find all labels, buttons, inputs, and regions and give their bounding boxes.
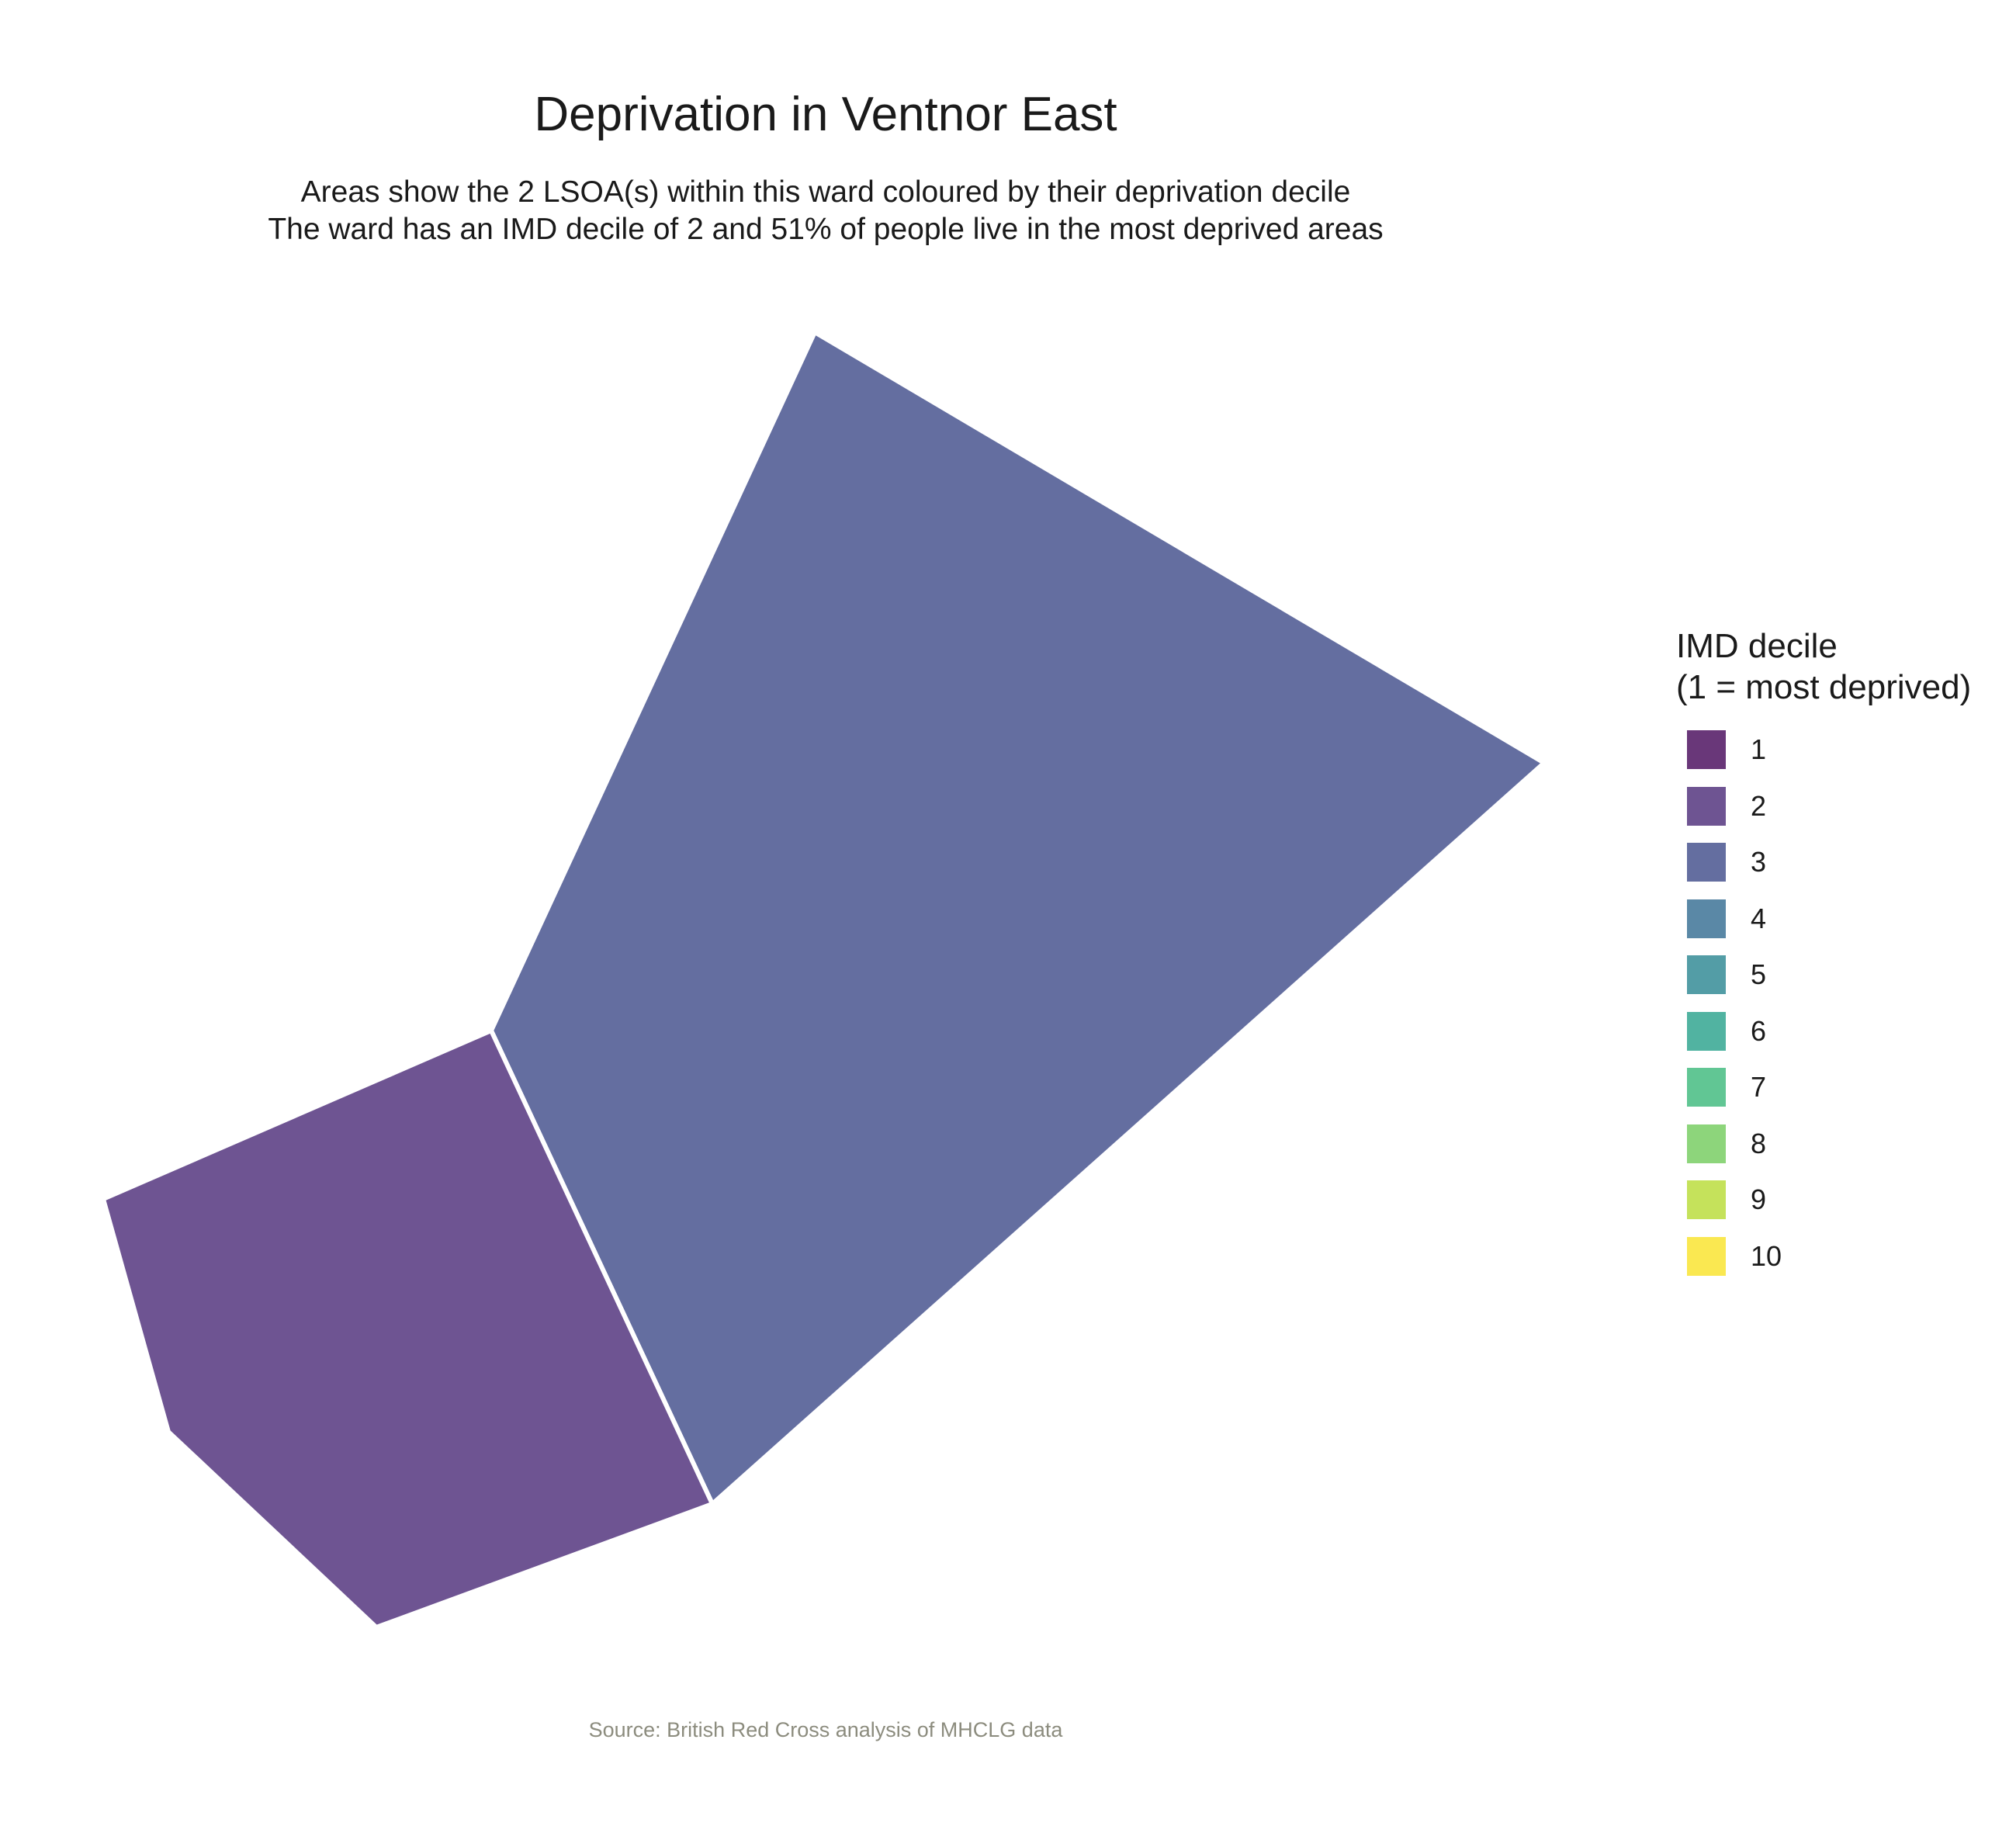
- legend-label: 9: [1751, 1183, 1767, 1215]
- legend-swatch: [1687, 730, 1726, 769]
- legend-item: 1: [1676, 730, 1971, 787]
- legend-swatch: [1687, 843, 1726, 882]
- lsoa-area-decile-2: [101, 1028, 715, 1630]
- legend-label: 3: [1751, 846, 1767, 878]
- legend-item: 10: [1676, 1236, 1971, 1294]
- legend-item: 2: [1676, 786, 1971, 844]
- map-subtitle: Areas show the 2 LSOA(s) within this war…: [0, 174, 1651, 248]
- legend-item: 8: [1676, 1124, 1971, 1181]
- legend-label: 6: [1751, 1014, 1767, 1047]
- legend-swatch: [1687, 899, 1726, 938]
- legend-item: 6: [1676, 1011, 1971, 1069]
- legend-swatch: [1687, 1068, 1726, 1107]
- legend-swatch: [1687, 955, 1726, 994]
- legend-swatch: [1687, 1236, 1726, 1276]
- legend-label: 5: [1751, 958, 1767, 990]
- legend-title: IMD decile (1 = most deprived): [1676, 625, 1971, 708]
- legend-label: 1: [1751, 733, 1767, 765]
- lsoa-area-decile-3: [489, 330, 1547, 1506]
- legend-title-line-2: (1 = most deprived): [1676, 668, 1972, 706]
- legend-items: 1 2 3 4 5 6 7 8 9 10: [1676, 730, 1971, 1293]
- subtitle-line-1: Areas show the 2 LSOA(s) within this war…: [300, 175, 1351, 209]
- legend-swatch: [1687, 1011, 1726, 1051]
- legend-swatch: [1687, 1180, 1726, 1219]
- legend-item: 7: [1676, 1068, 1971, 1124]
- legend-item: 3: [1676, 843, 1971, 899]
- legend-label: 8: [1751, 1127, 1767, 1159]
- legend-title-line-1: IMD decile: [1676, 627, 1838, 665]
- legend-label: 4: [1751, 902, 1767, 934]
- source-caption: Source: British Red Cross analysis of MH…: [588, 1718, 1063, 1741]
- legend-item: 9: [1676, 1180, 1971, 1237]
- map-title: Deprivation in Ventnor East: [534, 88, 1117, 141]
- legend-swatch: [1687, 786, 1726, 826]
- legend-label: 2: [1751, 789, 1767, 822]
- legend-swatch: [1687, 1124, 1726, 1163]
- legend-item: 5: [1676, 955, 1971, 1012]
- legend-label: 10: [1751, 1239, 1782, 1272]
- legend-item: 4: [1676, 899, 1971, 956]
- legend: IMD decile (1 = most deprived) 1 2 3 4 5 6 7 8 9…: [1676, 625, 1971, 1293]
- legend-label: 7: [1751, 1071, 1767, 1103]
- subtitle-line-2: The ward has an IMD decile of 2 and 51% …: [268, 213, 1384, 246]
